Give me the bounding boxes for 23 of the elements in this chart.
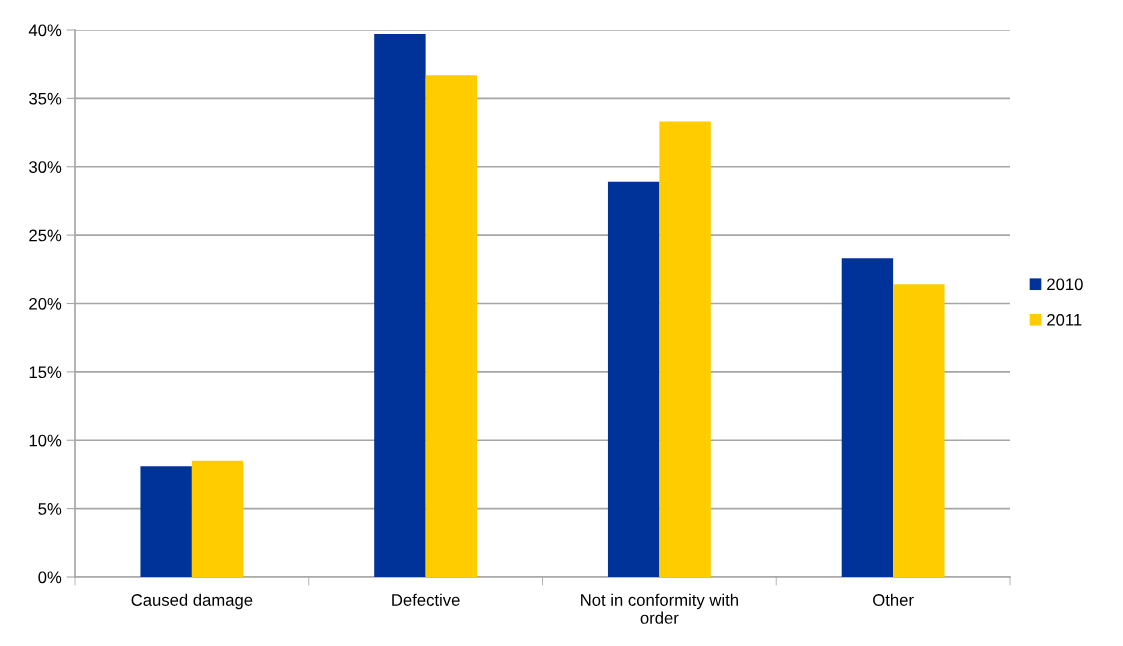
bar — [607, 181, 660, 577]
x-tick-label: Other — [873, 593, 914, 606]
y-tick-label: 25% — [29, 229, 62, 242]
bar — [140, 466, 192, 577]
y-tick-label: 10% — [29, 434, 62, 447]
y-tick-label: 0% — [38, 571, 62, 584]
y-tick-label: 15% — [29, 366, 62, 379]
bar — [841, 258, 894, 577]
y-tick-label: 30% — [29, 161, 62, 173]
x-tick-label: Not in conformity with order — [581, 593, 738, 624]
bar — [374, 34, 426, 577]
legend-label: 2010 — [1047, 278, 1083, 291]
y-tick-label: 40% — [28, 24, 62, 37]
y-tick-label: 35% — [29, 92, 62, 105]
bar — [659, 121, 711, 577]
x-tick-label: Defective — [392, 593, 460, 606]
bar — [425, 75, 478, 577]
bar — [893, 284, 945, 577]
legend-label: 2011 — [1047, 313, 1082, 326]
y-tick-label: 5% — [38, 503, 62, 515]
y-tick-label: 20% — [29, 297, 62, 310]
x-tick-label: Caused damage — [131, 593, 253, 610]
bar — [191, 460, 244, 577]
